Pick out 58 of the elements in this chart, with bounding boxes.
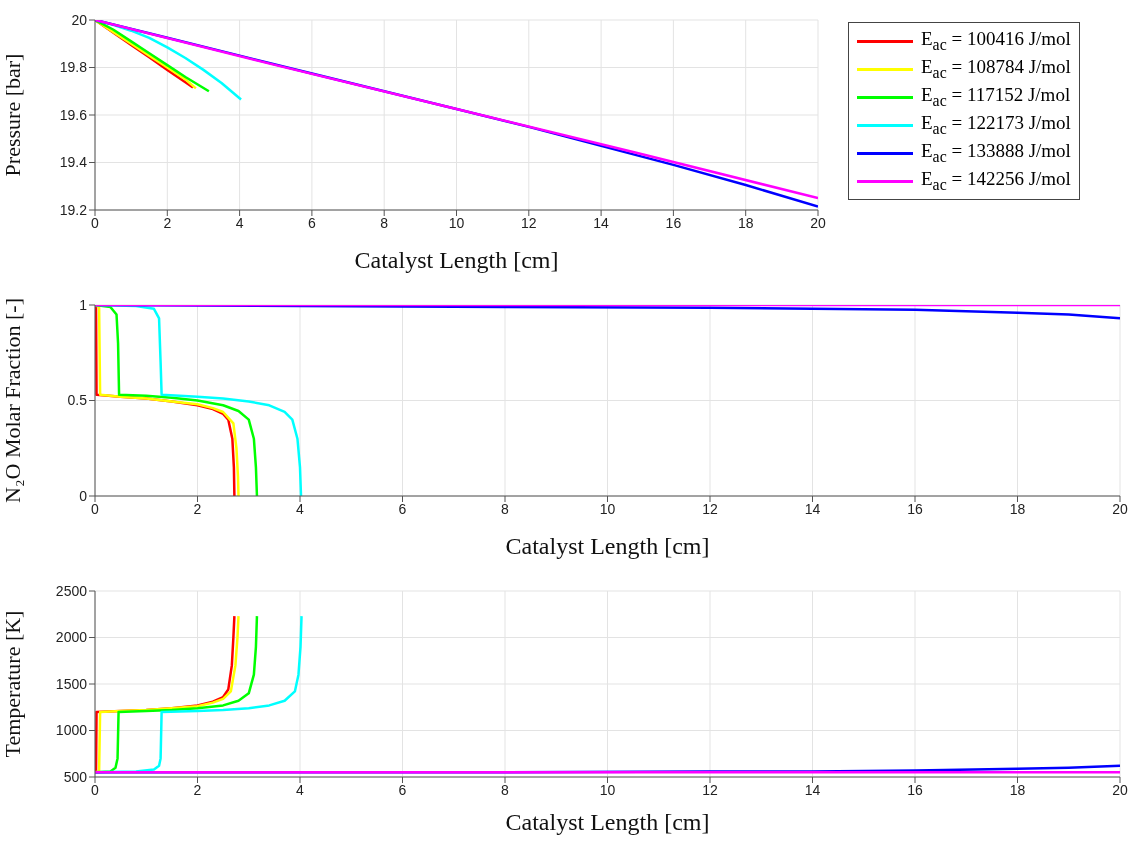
y-tick-label: 500 [63, 768, 88, 785]
y-tick-label: 19.2 [59, 201, 88, 218]
y-tick-label: 19.4 [59, 154, 88, 171]
x-tick-label: 4 [296, 500, 305, 517]
legend-label: E$_{ac}$ = 142256 J/mol [921, 168, 1071, 194]
x-tick-label: 0 [91, 781, 100, 798]
x-tick-label: 18 [1009, 500, 1026, 517]
y-tick-label: 19.6 [59, 106, 88, 123]
legend-label: E$_{ac}$ = 100416 J/mol [921, 28, 1071, 54]
y-tick-label: 1 [79, 296, 88, 313]
x-tick-label: 16 [665, 214, 682, 231]
x-tick-label: 8 [501, 500, 510, 517]
x-tick-label: 4 [235, 214, 244, 231]
y-tick-label: 2500 [55, 582, 88, 599]
x-tick-label: 8 [380, 214, 389, 231]
y-tick-label: 0 [79, 487, 88, 504]
x-tick-label: 0 [91, 214, 100, 231]
y-tick-label: 19.8 [59, 59, 88, 76]
y-tick-label: 1500 [55, 675, 88, 692]
x-tick-label: 6 [398, 781, 407, 798]
x-tick-label: 10 [599, 500, 616, 517]
x-tick-label: 20 [1112, 781, 1128, 798]
legend-label: E$_{ac}$ = 133888 J/mol [921, 140, 1071, 166]
x-tick-label: 14 [804, 781, 821, 798]
y-axis-title: N₂O Molar Fraction [-] [0, 297, 25, 504]
y-tick-label: 20 [71, 11, 88, 28]
x-tick-label: 0 [91, 500, 100, 517]
x-tick-label: 6 [398, 500, 407, 517]
x-tick-label: 2 [193, 781, 202, 798]
legend-label: E$_{ac}$ = 122173 J/mol [921, 112, 1071, 138]
x-axis-title: Catalyst Length [cm] [505, 809, 710, 835]
y-axis-title: Pressure [bar] [0, 53, 25, 177]
x-tick-label: 16 [907, 781, 923, 798]
x-tick-label: 18 [737, 214, 754, 231]
x-tick-label: 12 [702, 781, 718, 798]
x-axis-title: Catalyst Length [cm] [354, 247, 559, 273]
x-tick-label: 12 [521, 214, 537, 231]
y-axis-title: Temperature [K] [0, 610, 25, 758]
x-tick-label: 20 [810, 214, 826, 231]
legend-label: E$_{ac}$ = 117152 J/mol [921, 84, 1071, 110]
x-tick-label: 14 [804, 500, 821, 517]
y-tick-label: 1000 [55, 722, 88, 739]
y-tick-label: 2000 [55, 629, 88, 646]
legend-label: E$_{ac}$ = 108784 J/mol [921, 56, 1071, 82]
x-tick-label: 8 [501, 781, 510, 798]
x-tick-label: 16 [907, 500, 923, 517]
x-axis-title: Catalyst Length [cm] [505, 533, 710, 559]
x-tick-label: 2 [193, 500, 202, 517]
x-tick-label: 14 [593, 214, 610, 231]
y-tick-label: 0.5 [67, 392, 88, 409]
x-tick-label: 2 [163, 214, 172, 231]
x-tick-label: 12 [702, 500, 718, 517]
x-tick-label: 6 [308, 214, 316, 231]
x-tick-label: 4 [296, 781, 305, 798]
x-tick-label: 20 [1112, 500, 1128, 517]
x-tick-label: 10 [448, 214, 465, 231]
x-tick-label: 18 [1009, 781, 1026, 798]
x-tick-label: 10 [599, 781, 616, 798]
